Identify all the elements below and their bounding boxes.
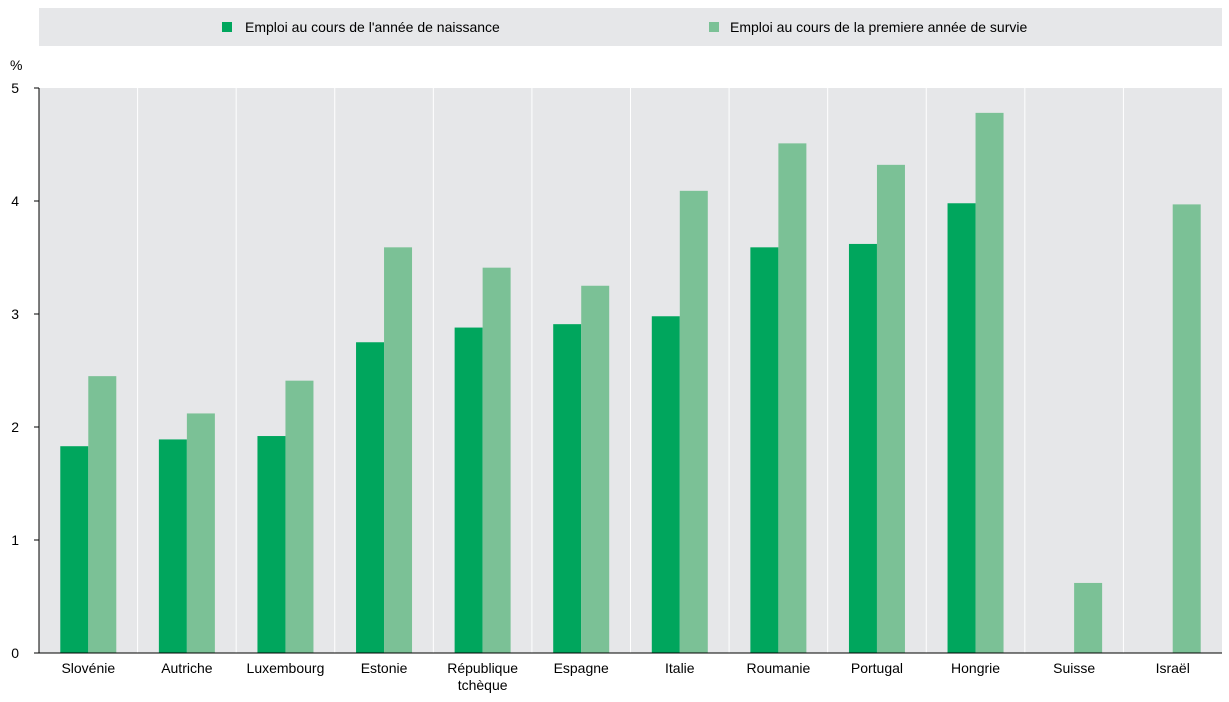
y-axis-unit-label: % — [10, 57, 22, 73]
x-tick-label: République tchèque — [447, 660, 518, 693]
legend-swatch-survival-year — [709, 22, 719, 32]
legend-label-birth-year: Emploi au cours de l'année de naissance — [245, 19, 500, 35]
y-tick-label: 3 — [11, 306, 19, 322]
bar-survival-year — [1074, 582, 1103, 653]
bar-survival-year — [285, 380, 314, 653]
x-tick-label: Suisse — [1053, 660, 1095, 676]
y-tick-label: 1 — [11, 532, 19, 548]
x-tick-labels: Slovénie Autriche Luxembourg Estonie Républi… — [61, 660, 1189, 693]
bar-birth-year — [947, 203, 976, 653]
bar-survival-year — [778, 143, 807, 653]
bar-survival-year — [186, 413, 215, 653]
bar-survival-year — [1172, 204, 1201, 653]
y-ticks: 0 1 2 3 4 5 — [11, 80, 39, 661]
bar-survival-year — [581, 285, 610, 653]
x-tick-label: Autriche — [161, 660, 213, 676]
y-tick-label: 2 — [11, 419, 19, 435]
y-tick-label: 0 — [11, 645, 19, 661]
bar-birth-year — [257, 436, 286, 653]
bar-survival-year — [88, 376, 117, 653]
bar-survival-year — [384, 247, 413, 653]
bar-birth-year — [553, 324, 582, 653]
x-tick-label: Luxembourg — [247, 660, 325, 676]
legend-label-survival-year: Emploi au cours de la premiere année de … — [730, 19, 1027, 35]
axes: % — [10, 57, 1222, 654]
y-tick-label: 4 — [11, 193, 19, 209]
bar-birth-year — [60, 446, 89, 653]
x-tick-label: Portugal — [851, 660, 903, 676]
bar-birth-year — [356, 342, 385, 653]
bar-birth-year — [454, 327, 483, 653]
legend-background — [39, 8, 1222, 46]
x-tick-label: Hongrie — [951, 660, 1000, 676]
y-tick-label: 5 — [11, 80, 19, 96]
bar-survival-year — [679, 190, 708, 653]
bar-birth-year — [848, 243, 877, 653]
bar-survival-year — [876, 164, 905, 653]
x-tick-label: Italie — [665, 660, 695, 676]
grid-lines — [137, 88, 1124, 653]
legend-swatch-birth-year — [222, 22, 232, 32]
bars — [60, 112, 1201, 654]
x-tick-label: Espagne — [554, 660, 609, 676]
x-tick-label: Israël — [1156, 660, 1190, 676]
x-tick-label: Slovénie — [61, 660, 115, 676]
x-tick-label: Roumanie — [746, 660, 810, 676]
bar-birth-year — [750, 247, 779, 653]
bar-birth-year — [651, 316, 680, 653]
legend: Emploi au cours de l'année de naissance … — [222, 19, 1027, 35]
bar-survival-year — [975, 112, 1004, 654]
bar-survival-year — [482, 267, 511, 653]
x-tick-label: Estonie — [361, 660, 408, 676]
bar-birth-year — [158, 439, 187, 653]
